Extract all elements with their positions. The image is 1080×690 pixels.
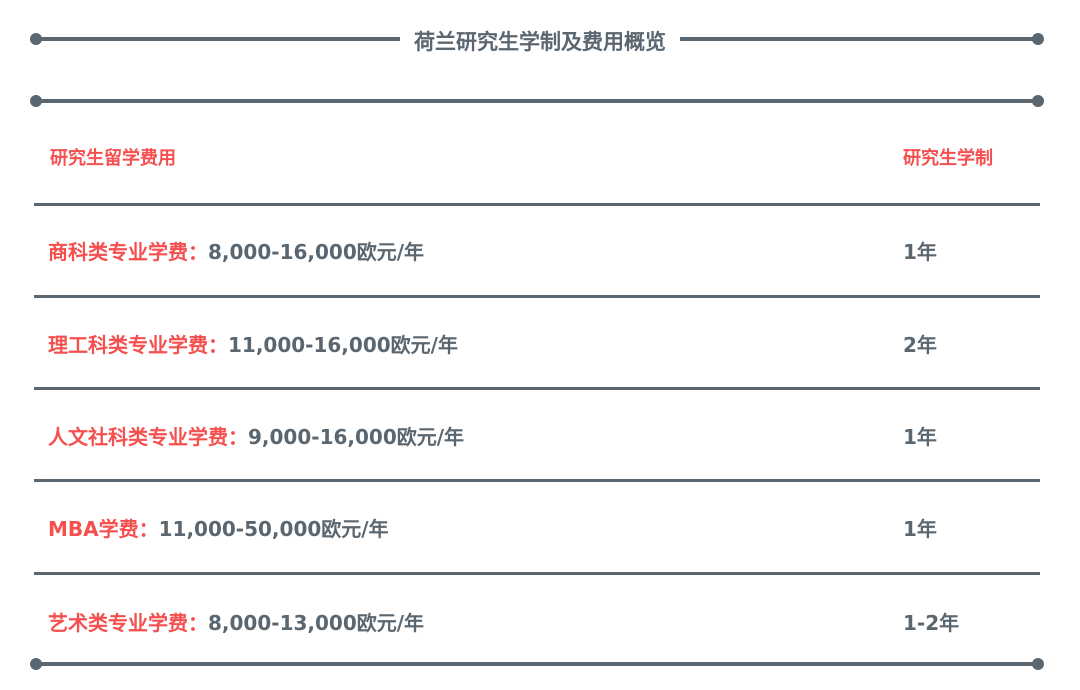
row-fee: 11,000-50,000欧元/年 bbox=[158, 517, 389, 541]
row-label: 艺术类专业学费： bbox=[48, 611, 208, 635]
table-row: 理工科类专业学费：11,000-16,000欧元/年 bbox=[48, 329, 458, 358]
row-fee: 8,000-13,000欧元/年 bbox=[208, 611, 425, 635]
row-duration: 1-2年 bbox=[903, 611, 960, 635]
row-divider bbox=[34, 572, 1040, 575]
table-row: 商科类专业学费：8,000-16,000欧元/年 bbox=[48, 236, 424, 265]
table-row: MBA学费：11,000-50,000欧元/年 bbox=[48, 513, 389, 542]
row-fee: 9,000-16,000欧元/年 bbox=[248, 425, 465, 449]
row-divider bbox=[34, 295, 1040, 298]
header-rule-dot-right bbox=[1032, 95, 1044, 107]
row-label: 商科类专业学费： bbox=[48, 240, 208, 264]
top-rule-dot-right bbox=[1032, 33, 1044, 45]
row-duration: 1年 bbox=[903, 425, 937, 449]
row-duration: 1年 bbox=[903, 517, 937, 541]
page-title: 荷兰研究生学制及费用概览 bbox=[0, 26, 1080, 56]
page-title-text: 荷兰研究生学制及费用概览 bbox=[400, 30, 680, 54]
table-row: 人文社科类专业学费：9,000-16,000欧元/年 bbox=[48, 421, 464, 450]
bottom-rule-dot-left bbox=[30, 658, 42, 670]
header-rule bbox=[36, 99, 1038, 103]
bottom-rule-dot-right bbox=[1032, 658, 1044, 670]
row-duration: 1年 bbox=[903, 240, 937, 264]
header-rule-dot-left bbox=[30, 95, 42, 107]
row-fee: 11,000-16,000欧元/年 bbox=[228, 333, 458, 357]
row-fee: 8,000-16,000欧元/年 bbox=[208, 240, 425, 264]
row-divider bbox=[34, 479, 1040, 482]
column-header-fee: 研究生留学费用 bbox=[50, 148, 176, 169]
row-divider bbox=[34, 203, 1040, 206]
row-divider bbox=[34, 387, 1040, 390]
row-label: MBA学费： bbox=[48, 517, 159, 541]
row-label: 人文社科类专业学费： bbox=[48, 425, 248, 449]
row-duration: 2年 bbox=[903, 333, 937, 357]
table-row: 艺术类专业学费：8,000-13,000欧元/年 bbox=[48, 607, 424, 636]
top-rule-dot-left bbox=[30, 33, 42, 45]
column-header-duration: 研究生学制 bbox=[903, 148, 993, 169]
bottom-rule bbox=[36, 662, 1038, 666]
row-label: 理工科类专业学费： bbox=[48, 333, 228, 357]
